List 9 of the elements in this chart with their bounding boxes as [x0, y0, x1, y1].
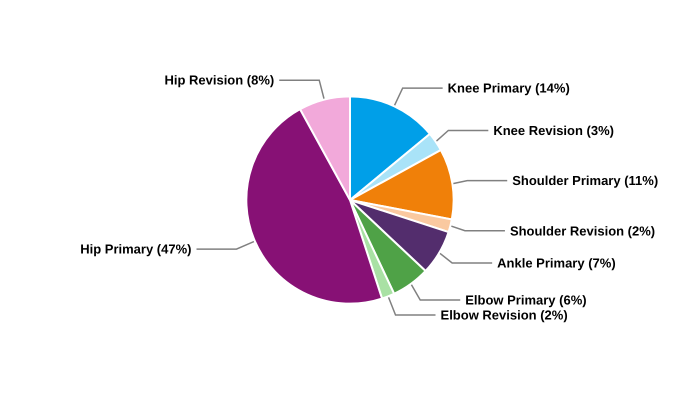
- slice-label: Elbow Revision (2%): [440, 308, 568, 323]
- slice-label: Hip Primary (47%): [80, 242, 192, 257]
- slice-label: Knee Revision (3%): [493, 122, 614, 138]
- slice-label: Knee Primary (14%): [448, 80, 570, 96]
- slice-label: Shoulder Revision (2%): [510, 223, 656, 238]
- slice-label: Shoulder Primary (11%): [512, 173, 658, 188]
- slice-label: Hip Revision (8%): [164, 72, 274, 88]
- slice-label: Ankle Primary (7%): [497, 255, 616, 270]
- slice-label: Elbow Primary (6%): [465, 292, 587, 308]
